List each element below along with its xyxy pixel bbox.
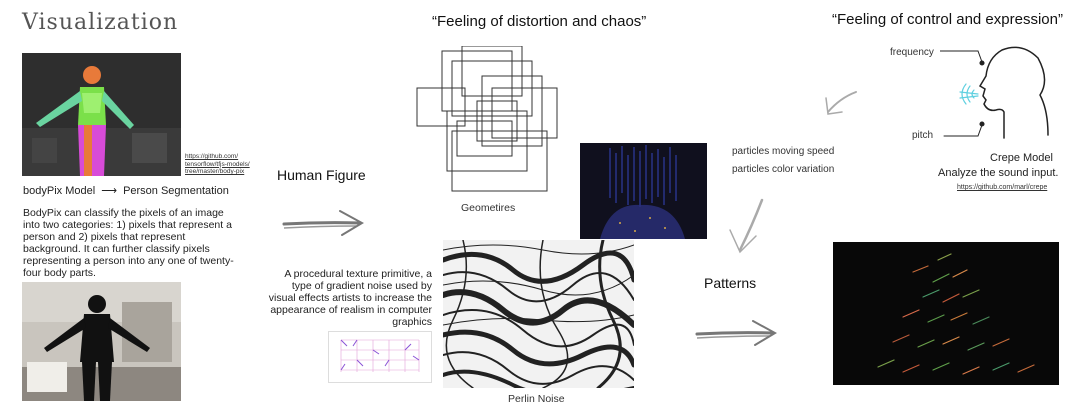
- crepe-analyze-label: Analyze the sound input.: [938, 167, 1059, 179]
- bodypix-model-label: bodyPix Model: [23, 185, 96, 197]
- geometries-graphic: [412, 46, 562, 196]
- quote-control: “Feeling of control and expression”: [832, 11, 1063, 28]
- bodypix-pipeline: bodyPix Model ⟶ Person Segmentation: [23, 184, 229, 197]
- perlin-description: A procedural texture primitive, a type o…: [268, 268, 432, 328]
- brush-arrow-4: [726, 196, 766, 256]
- perlin-noise-image: [443, 240, 634, 388]
- brush-arrow-1: [282, 207, 364, 237]
- particles-color-label: particles color variation: [732, 164, 835, 175]
- person-segmentation-label: Person Segmentation: [123, 185, 229, 197]
- crepe-link[interactable]: https://github.com/marl/crepe: [957, 184, 1048, 191]
- arrow-right-icon: ⟶: [101, 185, 117, 197]
- particles-speed-label: particles moving speed: [732, 146, 835, 157]
- quote-distortion: “Feeling of distortion and chaos”: [432, 13, 647, 30]
- crepe-model-label: Crepe Model: [990, 152, 1053, 164]
- particle-color-image: [833, 242, 1059, 385]
- bodypix-segmentation-image: [22, 53, 181, 176]
- head-profile-diagram: [940, 40, 1055, 150]
- frequency-label: frequency: [890, 47, 934, 58]
- brush-arrow-2: [695, 318, 777, 348]
- patterns-label: Patterns: [704, 275, 757, 291]
- page-title: Visualization: [22, 10, 179, 35]
- particle-blue-image: [580, 143, 707, 239]
- perlin-grid-diagram: [328, 331, 432, 383]
- pitch-label: pitch: [912, 130, 934, 141]
- bodypix-link[interactable]: https://github.com/ tensorflow/tfjs-mode…: [185, 153, 250, 175]
- bodypix-description: BodyPix can classify the pixels of an im…: [23, 207, 234, 279]
- geometries-label: Geometires: [461, 202, 516, 214]
- silhouette-image: [22, 282, 181, 401]
- brush-arrow-3: [822, 88, 858, 118]
- perlin-noise-label: Perlin Noise: [508, 393, 565, 405]
- human-figure-label: Human Figure: [277, 167, 366, 183]
